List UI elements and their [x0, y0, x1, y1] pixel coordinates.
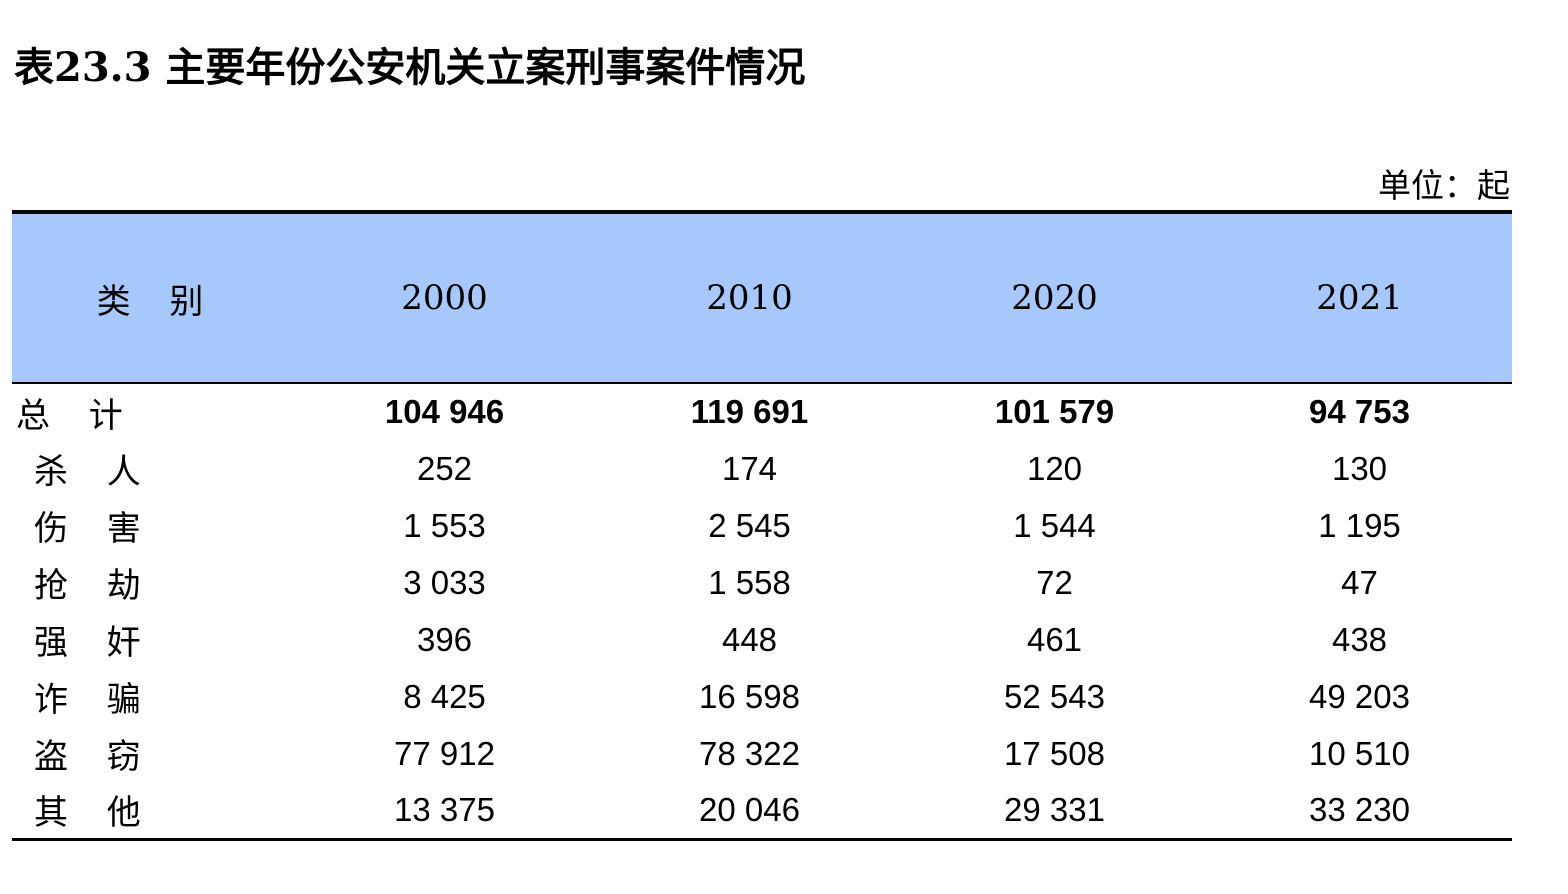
table-cell: 33 230 — [1207, 782, 1512, 841]
table-cell: 29 331 — [902, 782, 1207, 841]
row-label: 伤 害 — [34, 509, 155, 549]
table-cell: 448 — [721, 620, 778, 658]
table-cell: 8 425 — [403, 677, 486, 715]
table-cell: 130 — [1331, 449, 1388, 487]
table-row: 抢 劫 3 033 1 558 72 47 — [12, 554, 1512, 611]
year-header-2021: 2021 — [1207, 210, 1512, 384]
table-row: 诈 骗 8 425 16 598 52 543 49 203 — [12, 668, 1512, 725]
year-header-2000: 2000 — [292, 210, 597, 384]
table-cell: 2 545 — [708, 506, 791, 544]
data-table-container: 类 别 2000 2010 2020 2021 总 计 104 946 119 … — [12, 210, 1512, 841]
row-label: 其 他 — [12, 782, 292, 841]
table-row: 其 他 13 375 20 046 29 331 33 230 — [12, 782, 1512, 841]
table-row-total: 总 计 104 946 119 691 101 579 94 753 — [12, 383, 1512, 440]
table-cell: 17 508 — [1004, 734, 1105, 772]
table-title: 表23.3 主要年份公安机关立案刑事案件情况 — [14, 44, 806, 91]
table-cell: 47 — [1341, 563, 1378, 601]
table-cell: 78 322 — [699, 734, 800, 772]
criminal-cases-table: 类 别 2000 2010 2020 2021 总 计 104 946 119 … — [12, 210, 1512, 841]
table-header: 类 别 2000 2010 2020 2021 — [12, 210, 1512, 384]
row-label: 诈 骗 — [34, 680, 155, 720]
table-cell: 1 553 — [403, 506, 486, 544]
table-cell: 119 691 — [690, 393, 809, 430]
table-cell: 13 375 — [292, 782, 597, 841]
row-label: 强 奸 — [34, 623, 155, 663]
table-cell: 252 — [416, 449, 473, 487]
table-cell: 438 — [1331, 620, 1388, 658]
table-row: 强 奸 396 448 461 438 — [12, 611, 1512, 668]
table-cell: 174 — [721, 449, 778, 487]
table-cell: 49 203 — [1309, 677, 1410, 715]
table-body: 总 计 104 946 119 691 101 579 94 753 杀 人 2… — [12, 383, 1512, 841]
table-cell: 94 753 — [1309, 393, 1410, 430]
table-cell: 3 033 — [403, 563, 486, 601]
header-row: 类 别 2000 2010 2020 2021 — [12, 210, 1512, 384]
table-cell: 104 946 — [384, 393, 505, 430]
category-column-header: 类 别 — [12, 210, 292, 384]
table-cell: 120 — [1026, 449, 1083, 487]
table-cell: 72 — [1036, 563, 1073, 601]
table-row: 杀 人 252 174 120 130 — [12, 440, 1512, 497]
table-cell: 20 046 — [597, 782, 902, 841]
table-cell: 77 912 — [394, 734, 495, 772]
table-cell: 52 543 — [1004, 677, 1105, 715]
row-label: 总 计 — [16, 395, 137, 436]
table-cell: 1 544 — [1013, 506, 1096, 544]
table-cell: 461 — [1026, 620, 1083, 658]
table-cell: 16 598 — [699, 677, 800, 715]
row-label: 杀 人 — [34, 452, 155, 492]
table-cell: 10 510 — [1309, 734, 1410, 772]
table-row: 伤 害 1 553 2 545 1 544 1 195 — [12, 497, 1512, 554]
table-cell: 1 195 — [1318, 506, 1401, 544]
table-row: 盗 窃 77 912 78 322 17 508 10 510 — [12, 725, 1512, 782]
table-cell: 1 558 — [708, 563, 791, 601]
row-label: 抢 劫 — [34, 566, 155, 606]
year-header-2020: 2020 — [902, 210, 1207, 384]
table-cell: 101 579 — [994, 393, 1115, 430]
row-label: 盗 窃 — [34, 737, 155, 777]
unit-label: 单位：起 — [1378, 166, 1510, 205]
year-header-2010: 2010 — [597, 210, 902, 384]
table-cell: 396 — [416, 620, 473, 658]
